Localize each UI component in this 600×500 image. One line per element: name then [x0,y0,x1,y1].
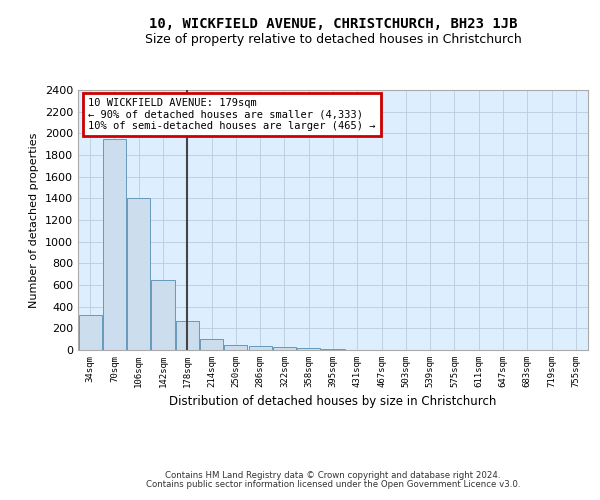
Bar [79,316,101,350]
X-axis label: Distribution of detached houses by size in Christchurch: Distribution of detached houses by size … [169,396,497,408]
Bar [224,344,247,350]
Text: 10, WICKFIELD AVENUE, CHRISTCHURCH, BH23 1JB: 10, WICKFIELD AVENUE, CHRISTCHURCH, BH23… [149,18,517,32]
Bar [297,348,320,350]
Bar [200,339,223,350]
Bar [273,348,296,350]
Text: 10 WICKFIELD AVENUE: 179sqm
← 90% of detached houses are smaller (4,333)
10% of : 10 WICKFIELD AVENUE: 179sqm ← 90% of det… [88,98,376,131]
Text: Contains HM Land Registry data © Crown copyright and database right 2024.: Contains HM Land Registry data © Crown c… [165,471,501,480]
Bar [103,138,126,350]
Bar [248,346,272,350]
Bar [151,280,175,350]
Text: Size of property relative to detached houses in Christchurch: Size of property relative to detached ho… [145,32,521,46]
Y-axis label: Number of detached properties: Number of detached properties [29,132,40,308]
Bar [127,198,150,350]
Bar [176,321,199,350]
Text: Contains public sector information licensed under the Open Government Licence v3: Contains public sector information licen… [146,480,520,489]
